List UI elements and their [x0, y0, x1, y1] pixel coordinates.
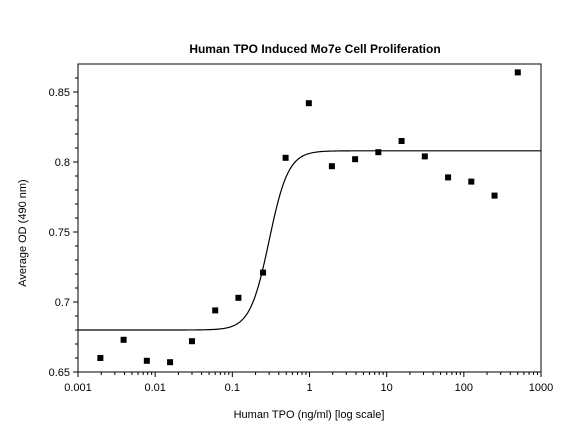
y-axis-label: Average OD (490 nm) — [17, 179, 29, 286]
data-point — [445, 174, 452, 181]
data-point — [514, 69, 521, 76]
y-tick-label: 0.7 — [55, 297, 70, 309]
data-point — [398, 138, 405, 144]
data-point — [282, 154, 289, 161]
x-tick-label: 0.01 — [144, 382, 165, 394]
y-tick-label: 0.8 — [55, 157, 70, 169]
data-point — [328, 163, 335, 170]
data-point — [375, 149, 382, 156]
data-point — [305, 100, 312, 107]
data-point — [260, 269, 267, 276]
data-point — [235, 294, 242, 301]
data-point — [468, 178, 475, 185]
plot-frame — [77, 63, 542, 373]
x-axis-label: Human TPO (ng/ml) [log scale] — [234, 409, 385, 421]
data-point — [188, 338, 195, 345]
data-point — [120, 336, 127, 343]
y-tick-label: 0.85 — [49, 87, 70, 99]
data-point — [352, 156, 359, 163]
data-point — [143, 357, 150, 364]
x-tick-label: 1000 — [529, 382, 553, 394]
data-point — [97, 355, 104, 361]
y-tick-label: 0.65 — [49, 367, 70, 379]
x-tick-label: 1 — [306, 382, 312, 394]
data-point — [212, 307, 219, 314]
x-tick-label: 0.1 — [225, 382, 240, 394]
x-tick-label: 0.001 — [64, 382, 92, 394]
x-tick-label: 100 — [455, 382, 473, 394]
data-point — [421, 153, 428, 160]
data-markers — [97, 69, 521, 366]
fit-curve — [78, 150, 541, 331]
data-point — [491, 192, 498, 199]
data-point — [167, 359, 174, 366]
chart-title: Human TPO Induced Mo7e Cell Proliferatio… — [189, 42, 440, 56]
axes: 0.001 0.01 0.1 1 10 100 1000 0.65 0.7 0.75 0.8 0.85 — [49, 63, 553, 394]
y-tick-label: 0.75 — [49, 227, 70, 239]
x-tick-label: 10 — [381, 382, 393, 394]
